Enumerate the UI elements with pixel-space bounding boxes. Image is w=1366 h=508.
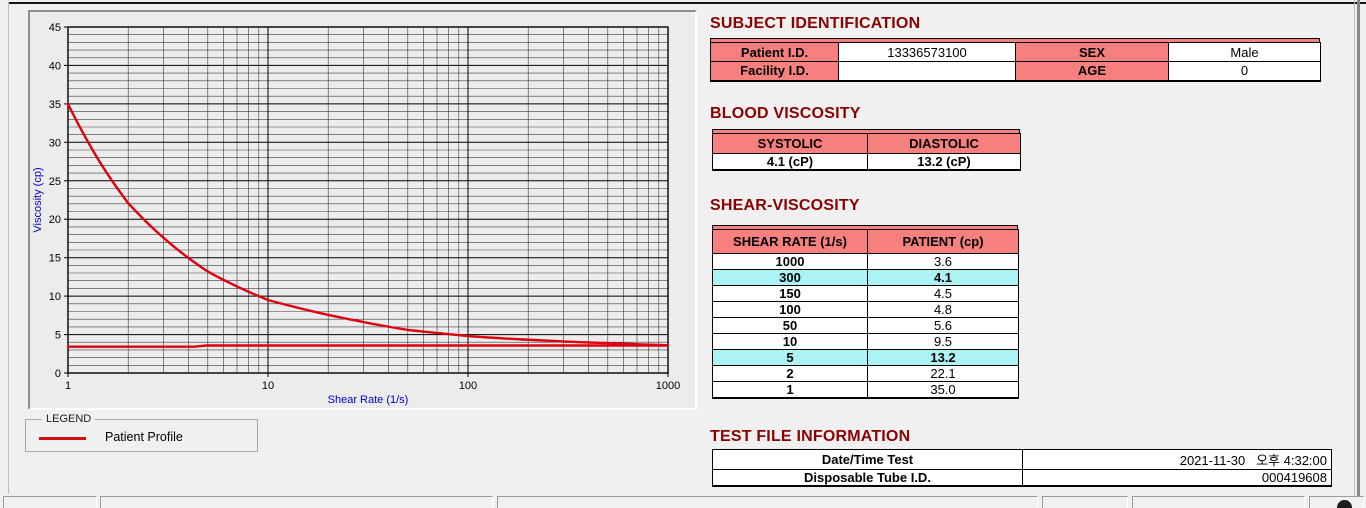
svg-text:15: 15	[49, 253, 61, 265]
date-time-test-label: Date/Time Test	[712, 449, 1023, 470]
svg-text:40: 40	[49, 60, 61, 72]
sex-value: Male	[1168, 42, 1321, 62]
shear-rate-cell: 300	[712, 269, 868, 286]
shear-table-cap	[712, 225, 1018, 229]
table-header-row: SYSTOLIC DIASTOLIC	[712, 133, 1021, 154]
shear-rate-cell: 1	[712, 381, 868, 399]
patient-cp-header: PATIENT (cp)	[867, 229, 1019, 254]
blood-table-cap	[712, 129, 1020, 133]
status-panel	[1042, 496, 1128, 508]
subject-identification-table: Patient I.D. 13336573100 SEX Male Facili…	[710, 42, 1321, 82]
window-right-edge	[1357, 0, 1360, 508]
test-file-information-title: TEST FILE INFORMATION	[710, 428, 911, 445]
disposable-tube-id-label: Disposable Tube I.D.	[712, 469, 1023, 487]
shear-row: 1 35.0	[712, 381, 1019, 399]
svg-text:25: 25	[49, 176, 61, 188]
test-file-information-table: Date/Time Test 2021-11-30 오후 4:32:00 Dis…	[712, 449, 1332, 487]
sex-label: SEX	[1015, 42, 1169, 62]
subject-identification-title: SUBJECT IDENTIFICATION	[710, 15, 921, 32]
patient-id-value: 13336573100	[838, 42, 1016, 62]
shear-row: 10 9.5	[712, 333, 1019, 350]
patient-cp-cell: 4.1	[867, 269, 1019, 286]
table-row: Patient I.D. 13336573100 SEX Male	[710, 42, 1321, 62]
patient-cp-cell: 3.6	[867, 253, 1019, 270]
table-row: Date/Time Test 2021-11-30 오후 4:32:00	[712, 449, 1332, 470]
patient-cp-cell: 35.0	[867, 381, 1019, 399]
shear-row: 50 5.6	[712, 317, 1019, 334]
facility-id-value	[838, 61, 1016, 81]
svg-text:Shear Rate (1/s): Shear Rate (1/s)	[328, 394, 409, 406]
status-panel	[100, 496, 493, 508]
svg-text:35: 35	[49, 99, 61, 111]
shear-viscosity-chart: 0 5 10 15 20 25 30 35 40 45 1 10 100 1000 Shear Rate (…	[32, 22, 680, 406]
disposable-tube-id-value: 000419608	[1022, 469, 1332, 487]
shear-row: 100 4.8	[712, 301, 1019, 318]
patient-cp-cell: 9.5	[867, 333, 1019, 350]
svg-text:10: 10	[49, 291, 61, 303]
table-row: Facility I.D. AGE 0	[710, 61, 1321, 81]
svg-text:1: 1	[65, 380, 71, 392]
status-panel	[497, 496, 1038, 508]
shear-rate-cell: 150	[712, 285, 868, 302]
window-right-border	[1354, 0, 1355, 508]
svg-text:45: 45	[49, 22, 61, 34]
patient-cp-cell: 4.5	[867, 285, 1019, 302]
shear-rate-header: SHEAR RATE (1/s)	[712, 229, 868, 254]
window-left-border	[8, 2, 9, 494]
shear-viscosity-body: SHEAR RATE (1/s) PATIENT (cp) 1000 3.6 300…	[712, 229, 1019, 399]
shear-rate-cell: 10	[712, 333, 868, 350]
shear-row: 1000 3.6	[712, 253, 1019, 270]
patient-id-label: Patient I.D.	[710, 42, 839, 62]
shear-rate-cell: 2	[712, 365, 868, 382]
shear-rate-cell: 50	[712, 317, 868, 334]
age-value: 0	[1168, 61, 1321, 81]
diastolic-value: 13.2 (cP)	[867, 153, 1021, 171]
shear-row: 150 4.5	[712, 285, 1019, 302]
status-icon	[1337, 500, 1352, 508]
patient-cp-cell: 4.8	[867, 301, 1019, 318]
shear-row: 300 4.1	[712, 269, 1019, 286]
shear-rate-cell: 100	[712, 301, 868, 318]
svg-text:20: 20	[49, 214, 61, 226]
status-panel	[1132, 496, 1305, 508]
legend-box: LEGEND Patient Profile	[25, 413, 258, 452]
viscosity-chart-panel: 0 5 10 15 20 25 30 35 40 45 1 10 100 1000 Shear Rate (…	[28, 10, 697, 410]
svg-text:100: 100	[459, 380, 477, 392]
shear-rate-cell: 1000	[712, 253, 868, 270]
shear-viscosity-table: SHEAR RATE (1/s) PATIENT (cp) 1000 3.6 300…	[712, 229, 1019, 399]
svg-text:5: 5	[55, 330, 61, 342]
legend-title: LEGEND	[42, 413, 96, 425]
svg-text:1000: 1000	[656, 380, 680, 392]
diastolic-header: DIASTOLIC	[867, 133, 1021, 154]
svg-text:30: 30	[49, 137, 61, 149]
svg-text:0: 0	[55, 368, 61, 380]
svg-text:10: 10	[262, 380, 274, 392]
age-label: AGE	[1015, 61, 1169, 81]
shear-rate-cell: 5	[712, 349, 868, 366]
table-row: Disposable Tube I.D. 000419608	[712, 469, 1332, 487]
date-time-test-value: 2021-11-30 오후 4:32:00	[1022, 449, 1332, 470]
shear-viscosity-title: SHEAR-VISCOSITY	[710, 197, 860, 214]
patient-cp-cell: 13.2	[867, 349, 1019, 366]
blood-viscosity-title: BLOOD VISCOSITY	[710, 105, 861, 122]
systolic-header: SYSTOLIC	[712, 133, 868, 154]
facility-id-label: Facility I.D.	[710, 61, 839, 81]
legend-entry-label: Patient Profile	[105, 430, 183, 444]
patient-cp-cell: 22.1	[867, 365, 1019, 382]
status-panel	[3, 496, 97, 508]
table-row: 4.1 (cP) 13.2 (cP)	[712, 153, 1021, 171]
subject-table-cap	[710, 38, 1320, 42]
patient-cp-cell: 5.6	[867, 317, 1019, 334]
window-top-border	[8, 2, 1366, 4]
blood-viscosity-table: SYSTOLIC DIASTOLIC 4.1 (cP) 13.2 (cP)	[712, 133, 1021, 171]
table-header-row: SHEAR RATE (1/s) PATIENT (cp)	[712, 229, 1019, 254]
shear-row: 2 22.1	[712, 365, 1019, 382]
shear-row: 5 13.2	[712, 349, 1019, 366]
patient-profile-line-swatch	[39, 437, 86, 440]
svg-text:Viscosity (cp): Viscosity (cp)	[32, 167, 44, 232]
systolic-value: 4.1 (cP)	[712, 153, 868, 171]
